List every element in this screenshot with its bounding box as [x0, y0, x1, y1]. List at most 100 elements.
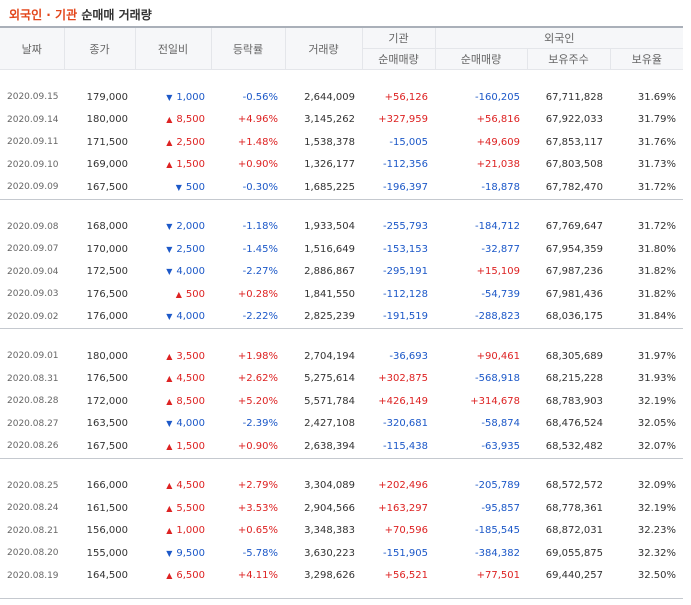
cell-change: ▲ 5,500: [135, 497, 211, 520]
change-value: 4,000: [176, 311, 205, 323]
cell-change: ▲ 1,500: [135, 435, 211, 458]
table-row: 2020.08.19 164,500 ▲ 6,500 +4.11% 3,298,626 +5…: [0, 565, 683, 588]
cell-date: 2020.09.09: [7, 182, 59, 193]
cell-change: ▼ 9,500: [135, 542, 211, 565]
col-header-holdings: 보유주수: [526, 48, 610, 70]
arrow-down-icon: ▼: [166, 222, 173, 232]
arrow-up-icon: ▲: [166, 115, 173, 125]
arrow-up-icon: ▲: [166, 160, 173, 170]
cell-inst-net: +56,126: [384, 91, 428, 103]
cell-foreign-net: -58,874: [481, 418, 520, 430]
change-value: 8,500: [176, 114, 205, 126]
cell-date: 2020.08.27: [7, 418, 59, 429]
cell-holdings: 68,036,175: [545, 311, 603, 323]
cell-holdings: 67,782,470: [545, 181, 603, 193]
cell-close: 171,500: [86, 136, 128, 148]
cell-rate: +2.62%: [237, 373, 278, 385]
cell-close: 161,500: [86, 502, 128, 514]
cell-date: 2020.09.03: [7, 289, 59, 300]
cell-holding-ratio: 32.09%: [637, 480, 677, 492]
cell-change: ▲ 4,500: [135, 368, 211, 391]
table-body: 2020.09.15 179,000 ▼ 1,000 -0.56% 2,644,009 +5…: [0, 70, 684, 588]
table-row: 2020.08.31 176,500 ▲ 4,500 +2.62% 5,275,614 +3…: [0, 368, 683, 391]
cell-date: 2020.09.08: [7, 221, 59, 232]
group-separator: [0, 70, 683, 87]
change-value: 5,500: [176, 502, 205, 514]
change-value: 8,500: [176, 395, 205, 407]
cell-change: ▲ 8,500: [135, 109, 211, 132]
arrow-up-icon: ▲: [166, 441, 173, 451]
cell-close: 167,500: [86, 440, 128, 452]
table-row: 2020.08.28 172,000 ▲ 8,500 +5.20% 5,571,784 +4…: [0, 390, 683, 413]
cell-change: ▼ 500: [135, 176, 211, 199]
cell-holding-ratio: 31.73%: [637, 159, 677, 171]
trading-table: 날짜 종가 전일비 등락률 거래량 기관 외국인 순매매량 순매매량 보유주수 …: [0, 26, 684, 588]
table-row: 2020.09.09 167,500 ▼ 500 -0.30% 1,685,225 -196…: [0, 176, 683, 199]
cell-inst-net: -115,438: [383, 440, 428, 452]
cell-change: ▲ 1,000: [135, 520, 211, 543]
cell-foreign-net: +56,816: [476, 114, 520, 126]
cell-holdings: 67,711,828: [545, 91, 603, 103]
table-row: 2020.09.10 169,000 ▲ 1,500 +0.90% 1,326,177 -1…: [0, 154, 683, 177]
cell-change: ▼ 2,000: [135, 216, 211, 239]
cell-volume: 1,326,177: [304, 159, 355, 171]
table-row: 2020.09.04 172,500 ▼ 4,000 -2.27% 2,886,867 -2…: [0, 261, 683, 284]
change-value: 4,000: [176, 418, 205, 430]
cell-foreign-net: +90,461: [476, 350, 520, 362]
cell-close: 163,500: [86, 418, 128, 430]
table-row: 2020.08.20 155,000 ▼ 9,500 -5.78% 3,630,223 -1…: [0, 542, 683, 565]
cell-date: 2020.08.19: [7, 570, 59, 581]
change-value: 9,500: [176, 547, 205, 559]
cell-date: 2020.08.21: [7, 525, 59, 536]
cell-volume: 2,638,394: [304, 440, 355, 452]
table-row: 2020.09.03 176,500 ▲ 500 +0.28% 1,841,550 -112…: [0, 283, 683, 306]
arrow-down-icon: ▼: [175, 182, 182, 192]
col-header-holding-ratio: 보유율: [609, 48, 684, 70]
cell-date: 2020.08.20: [7, 548, 59, 559]
cell-close: 155,000: [86, 547, 128, 559]
cell-change: ▼ 4,000: [135, 413, 211, 436]
cell-foreign-net: -18,878: [481, 181, 520, 193]
cell-change: ▲ 3,500: [135, 345, 211, 368]
group-separator: [0, 198, 684, 216]
arrow-up-icon: ▲: [166, 396, 173, 406]
cell-volume: 2,704,194: [304, 350, 355, 362]
cell-holding-ratio: 32.32%: [637, 547, 677, 559]
cell-foreign-net: +21,038: [476, 159, 520, 171]
cell-holding-ratio: 31.72%: [637, 221, 677, 233]
cell-rate: +0.90%: [237, 159, 278, 171]
cell-date: 2020.08.31: [7, 373, 59, 384]
cell-change: ▲ 1,500: [135, 154, 211, 177]
cell-rate: -1.45%: [242, 243, 278, 255]
cell-volume: 3,630,223: [304, 547, 355, 559]
group-separator: [0, 328, 684, 345]
cell-close: 176,000: [86, 311, 128, 323]
cell-inst-net: -112,128: [383, 288, 428, 300]
cell-foreign-net: -288,823: [475, 311, 520, 323]
cell-inst-net: +56,521: [384, 570, 428, 582]
cell-foreign-net: +314,678: [470, 395, 520, 407]
cell-close: 167,500: [86, 181, 128, 193]
cell-date: 2020.08.25: [7, 480, 59, 491]
cell-holdings: 69,055,875: [545, 547, 603, 559]
table-row: 2020.09.01 180,000 ▲ 3,500 +1.98% 2,704,194 -3…: [0, 345, 683, 368]
cell-date: 2020.09.11: [7, 137, 59, 148]
cell-inst-net: +426,149: [378, 395, 428, 407]
cell-date: 2020.08.26: [7, 441, 59, 452]
arrow-up-icon: ▲: [166, 374, 173, 384]
cell-volume: 5,571,784: [304, 395, 355, 407]
cell-rate: +0.65%: [237, 525, 278, 537]
col-header-foreign: 외국인: [434, 26, 684, 49]
cell-inst-net: +70,596: [384, 525, 428, 537]
cell-close: 172,000: [86, 395, 128, 407]
cell-inst-net: -153,153: [383, 243, 428, 255]
arrow-up-icon: ▲: [166, 351, 173, 361]
cell-volume: 3,348,383: [304, 525, 355, 537]
change-value: 3,500: [176, 350, 205, 362]
table-row: 2020.08.26 167,500 ▲ 1,500 +0.90% 2,638,394 -1…: [0, 435, 683, 458]
cell-foreign-net: -63,935: [481, 440, 520, 452]
cell-close: 176,500: [86, 373, 128, 385]
change-value: 500: [185, 288, 205, 300]
arrow-up-icon: ▲: [175, 289, 182, 299]
